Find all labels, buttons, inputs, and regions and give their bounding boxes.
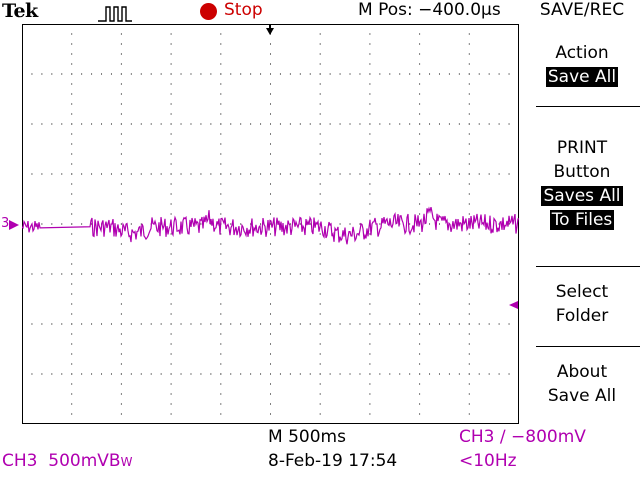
bandwidth-limit-indicator: W bbox=[120, 455, 133, 469]
brand-logo: Tek bbox=[2, 0, 38, 22]
menu-select-folder-label-2: Folder bbox=[555, 306, 609, 326]
channel-3-trace bbox=[22, 206, 519, 245]
menu-action-button[interactable]: Action Save All bbox=[524, 41, 640, 89]
menu-print-value-1: Saves All bbox=[541, 186, 623, 206]
channel-3-marker: 3 bbox=[1, 216, 10, 231]
pulse-icon bbox=[98, 6, 132, 22]
channel-marker-arrow-icon bbox=[9, 220, 19, 230]
trigger-level-marker bbox=[509, 301, 518, 309]
trigger-position-marker bbox=[266, 28, 274, 35]
menu-about-button[interactable]: About Save All bbox=[524, 360, 640, 408]
menu-divider bbox=[536, 106, 640, 107]
menu-print-button[interactable]: PRINT Button Saves All To Files bbox=[524, 136, 640, 232]
menu-select-folder-label-1: Select bbox=[555, 282, 609, 302]
menu-print-label-1: PRINT bbox=[556, 138, 608, 158]
run-state: Stop bbox=[224, 0, 263, 20]
horizontal-position-readout: M Pos: −400.0µs bbox=[358, 0, 501, 20]
trigger-readout: CH3 ∕ −800mV bbox=[459, 427, 586, 447]
menu-about-label-1: About bbox=[556, 362, 608, 382]
menu-title: SAVE/REC bbox=[539, 0, 625, 20]
waveform-display bbox=[22, 24, 519, 424]
channel-3-scale: CH3 500mVB bbox=[2, 451, 121, 471]
timebase-readout: M 500ms bbox=[268, 427, 346, 447]
menu-action-value: Save All bbox=[545, 67, 619, 87]
menu-about-label-2: Save All bbox=[547, 386, 617, 406]
channel-3-readout: CH3 500mVBW bbox=[2, 451, 132, 471]
side-menu: Action Save All PRINT Button Saves All T… bbox=[524, 24, 640, 424]
stop-indicator-icon bbox=[200, 3, 217, 20]
menu-select-folder-button[interactable]: Select Folder bbox=[524, 280, 640, 328]
trigger-frequency: <10Hz bbox=[459, 451, 517, 471]
date-time: 8-Feb-19 17:54 bbox=[268, 451, 398, 471]
menu-divider bbox=[536, 346, 640, 347]
menu-print-label-2: Button bbox=[553, 162, 611, 182]
menu-print-value-2: To Files bbox=[549, 210, 615, 230]
menu-action-label: Action bbox=[555, 43, 609, 63]
menu-divider bbox=[536, 266, 640, 267]
graticule-dots bbox=[22, 24, 519, 424]
